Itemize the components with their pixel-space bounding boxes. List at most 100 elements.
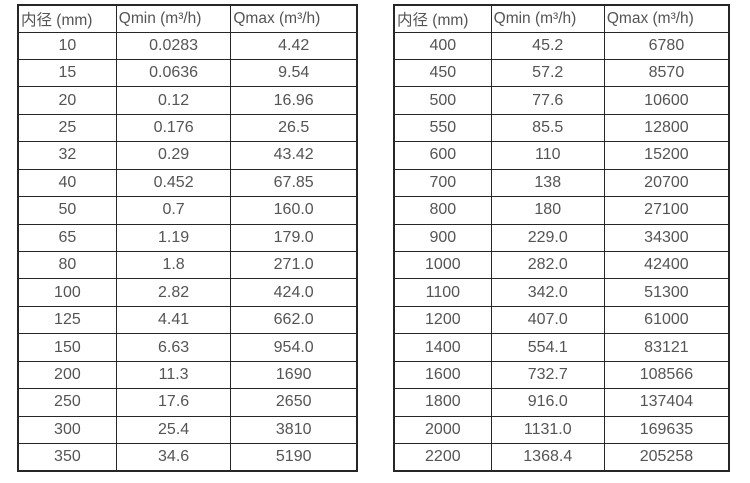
- qmax-cell: 34300: [603, 223, 730, 253]
- qmin-cell: 57.2: [490, 58, 605, 88]
- table-row: 1600 732.7 108566: [393, 360, 730, 390]
- qmax-cell: 169635: [603, 415, 730, 445]
- qmin-cell: 85.5: [490, 113, 605, 143]
- qmin-cell: 4.41: [115, 305, 232, 335]
- table-row: 1800 916.0 137404: [393, 388, 730, 417]
- diameter-cell: 32: [17, 141, 117, 170]
- diameter-cell: 250: [17, 388, 117, 417]
- qmax-cell: 20700: [603, 168, 730, 198]
- qmax-cell: 27100: [603, 196, 730, 225]
- table-row: 400 45.2 6780: [393, 31, 730, 60]
- diameter-cell: 100: [17, 278, 117, 307]
- qmax-header: Qmax (m³/h): [603, 4, 730, 33]
- qmin-cell: 6.63: [115, 333, 232, 362]
- table-row: 800 180 27100: [393, 196, 730, 225]
- qmax-cell: 3810: [230, 415, 358, 445]
- diameter-cell: 65: [17, 223, 117, 253]
- qmax-cell: 954.0: [230, 333, 358, 362]
- table-row: 1000 282.0 42400: [393, 250, 730, 280]
- qmin-cell: 916.0: [490, 388, 605, 417]
- qmax-cell: 42400: [603, 250, 730, 280]
- qmin-cell: 2.82: [115, 278, 232, 307]
- qmin-cell: 1.8: [115, 250, 232, 280]
- qmin-cell: 11.3: [115, 360, 232, 390]
- qmin-cell: 17.6: [115, 388, 232, 417]
- qmin-cell: 554.1: [490, 333, 605, 362]
- table-row: 65 1.19 179.0: [17, 223, 358, 253]
- table-body: 10 0.0283 4.42 15 0.0636 9.54 20 0.12 16.96 25 0.1…: [17, 31, 358, 472]
- qmax-cell: 16.96: [230, 86, 358, 115]
- qmin-cell: 110: [490, 141, 605, 170]
- diameter-cell: 450: [393, 58, 492, 88]
- qmin-cell: 77.6: [490, 86, 605, 115]
- qmin-cell: 25.4: [115, 415, 232, 445]
- diameter-cell: 150: [17, 333, 117, 362]
- table-row: 2000 1131.0 169635: [393, 415, 730, 445]
- qmax-cell: 1690: [230, 360, 358, 390]
- diameter-cell: 1200: [393, 305, 492, 335]
- qmax-cell: 10600: [603, 86, 730, 115]
- table-row: 1400 554.1 83121: [393, 333, 730, 362]
- qmin-cell: 0.0283: [115, 31, 232, 60]
- table-row: 125 4.41 662.0: [17, 305, 358, 335]
- qmax-cell: 9.54: [230, 58, 358, 88]
- qmax-header: Qmax (m³/h): [230, 4, 358, 33]
- qmin-cell: 0.176: [115, 113, 232, 143]
- qmax-cell: 137404: [603, 388, 730, 417]
- diameter-cell: 600: [393, 141, 492, 170]
- table-row: 450 57.2 8570: [393, 58, 730, 88]
- diameter-cell: 200: [17, 360, 117, 390]
- qmax-cell: 160.0: [230, 196, 358, 225]
- pipe-flow-table-right: 内径 (mm) Qmin (m³/h) Qmax (m³/h) 400 45.2 678…: [393, 4, 730, 472]
- qmax-cell: 43.42: [230, 141, 358, 170]
- diameter-cell: 1000: [393, 250, 492, 280]
- qmin-cell: 229.0: [490, 223, 605, 253]
- qmin-cell: 342.0: [490, 278, 605, 307]
- qmin-cell: 0.7: [115, 196, 232, 225]
- table-row: 25 0.176 26.5: [17, 113, 358, 143]
- qmax-cell: 83121: [603, 333, 730, 362]
- diameter-cell: 300: [17, 415, 117, 445]
- table-row: 40 0.452 67.85: [17, 168, 358, 198]
- diameter-cell: 20: [17, 86, 117, 115]
- table-row: 20 0.12 16.96: [17, 86, 358, 115]
- pipe-flow-table-left: 内径 (mm) Qmin (m³/h) Qmax (m³/h) 10 0.0283 4.…: [17, 4, 358, 472]
- diameter-cell: 350: [17, 443, 117, 472]
- table-row: 500 77.6 10600: [393, 86, 730, 115]
- qmin-cell: 732.7: [490, 360, 605, 390]
- table-row: 600 110 15200: [393, 141, 730, 170]
- qmin-cell: 138: [490, 168, 605, 198]
- qmax-cell: 67.85: [230, 168, 358, 198]
- qmax-cell: 2650: [230, 388, 358, 417]
- table-row: 900 229.0 34300: [393, 223, 730, 253]
- table-row: 550 85.5 12800: [393, 113, 730, 143]
- table-row: 100 2.82 424.0: [17, 278, 358, 307]
- qmax-cell: 271.0: [230, 250, 358, 280]
- diameter-cell: 700: [393, 168, 492, 198]
- diameter-header: 内径 (mm): [393, 4, 492, 33]
- qmax-cell: 108566: [603, 360, 730, 390]
- diameter-cell: 500: [393, 86, 492, 115]
- table-row: 700 138 20700: [393, 168, 730, 198]
- diameter-cell: 2000: [393, 415, 492, 445]
- qmax-cell: 5190: [230, 443, 358, 472]
- qmax-cell: 15200: [603, 141, 730, 170]
- table-row: 32 0.29 43.42: [17, 141, 358, 170]
- table-row: 2200 1368.4 205258: [393, 443, 730, 472]
- diameter-header: 内径 (mm): [17, 4, 117, 33]
- diameter-cell: 1800: [393, 388, 492, 417]
- qmin-cell: 282.0: [490, 250, 605, 280]
- table-row: 150 6.63 954.0: [17, 333, 358, 362]
- table-row: 1200 407.0 61000: [393, 305, 730, 335]
- diameter-cell: 800: [393, 196, 492, 225]
- qmax-cell: 179.0: [230, 223, 358, 253]
- qmin-cell: 1.19: [115, 223, 232, 253]
- qmax-cell: 8570: [603, 58, 730, 88]
- qmin-cell: 34.6: [115, 443, 232, 472]
- table-header: 内径 (mm) Qmin (m³/h) Qmax (m³/h): [17, 4, 358, 33]
- qmin-cell: 180: [490, 196, 605, 225]
- diameter-cell: 15: [17, 58, 117, 88]
- diameter-cell: 1400: [393, 333, 492, 362]
- qmin-cell: 0.0636: [115, 58, 232, 88]
